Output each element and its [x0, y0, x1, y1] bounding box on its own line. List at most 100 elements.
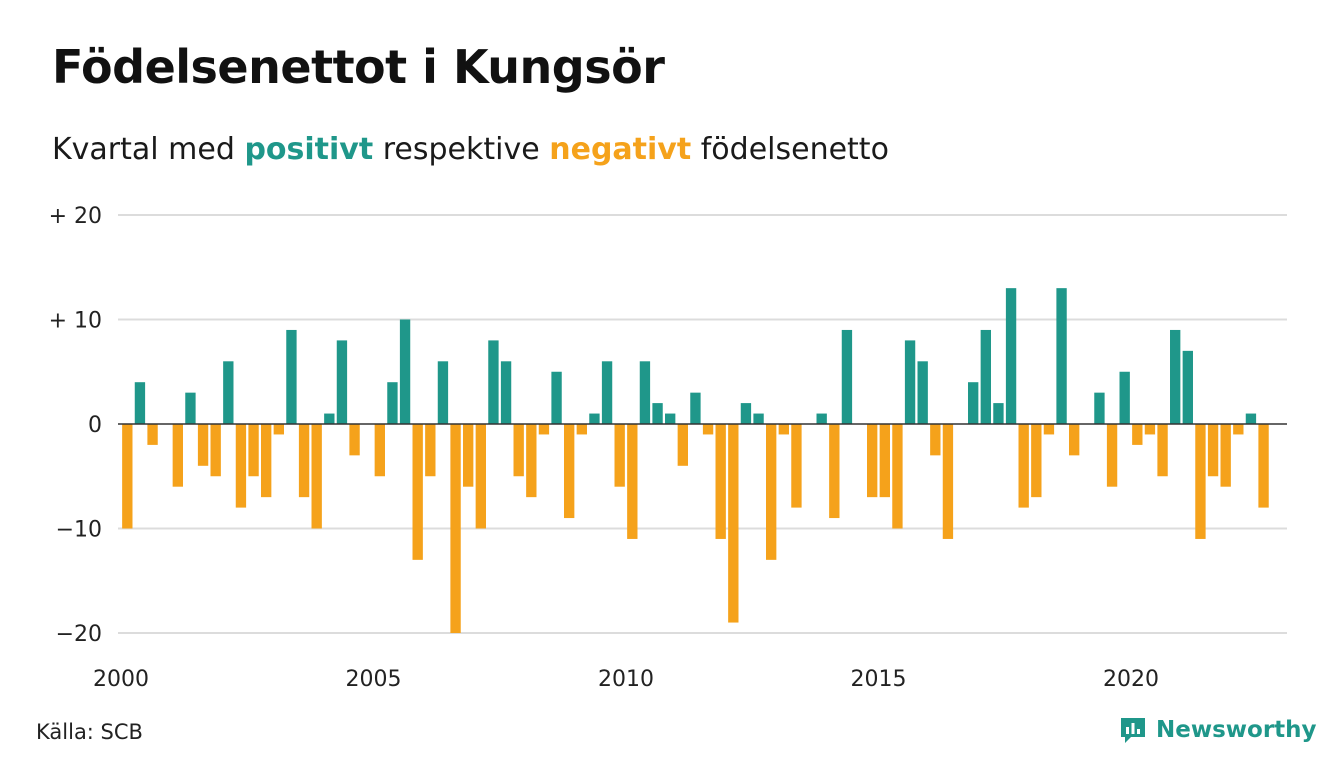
bar [867, 424, 878, 498]
subtitle-suffix: födelsenetto [700, 132, 889, 167]
bar [450, 424, 461, 633]
axes: + 20 + 10 0 −10 −20 2000 2005 2010 2015 2020 [49, 204, 1287, 692]
bar [248, 424, 259, 477]
bar [311, 424, 322, 529]
bar [387, 382, 398, 424]
brand-logo[interactable]: Newsworthy [1118, 715, 1317, 745]
bar [437, 361, 449, 424]
bar [1031, 424, 1042, 498]
bar [147, 424, 158, 445]
source-note: Källa: SCB [36, 720, 143, 744]
subtitle-positive-word: positivt [244, 132, 374, 167]
bar [500, 361, 512, 424]
bar [172, 424, 183, 487]
bar [665, 413, 676, 424]
newsworthy-logo-icon [1121, 718, 1145, 743]
bar [1170, 329, 1181, 424]
bar [425, 424, 436, 477]
bar [513, 424, 524, 477]
bar [715, 424, 726, 539]
bar [475, 424, 486, 529]
subtitle-negative-word: negativt [549, 132, 692, 167]
y-tick-label: + 10 [49, 309, 102, 334]
x-tick-label: 2000 [93, 667, 149, 692]
bar [892, 424, 903, 529]
bar [1233, 424, 1244, 435]
bar [993, 403, 1004, 424]
y-tick-label: −10 [56, 518, 102, 543]
y-tick-label: + 20 [49, 204, 102, 229]
chart-subtitle: Kvartal med positivt respektive negativt… [52, 132, 889, 167]
bar [1182, 350, 1193, 424]
bar [930, 424, 941, 456]
y-tick-label: −20 [56, 622, 102, 647]
bar [639, 361, 651, 424]
bar [1043, 424, 1055, 435]
bar [778, 424, 789, 435]
bar [122, 424, 133, 529]
bar [1207, 424, 1219, 477]
bar [702, 424, 714, 435]
bar [879, 424, 890, 498]
bar [816, 413, 827, 424]
bar [1106, 424, 1118, 487]
bar [551, 371, 562, 424]
bar [273, 424, 284, 435]
y-tick-label: 0 [88, 413, 102, 438]
x-tick-label: 2010 [598, 667, 654, 692]
bar [1157, 424, 1168, 477]
bar [677, 424, 688, 466]
bar [223, 361, 234, 424]
bar [1069, 424, 1080, 456]
bar [185, 392, 196, 424]
bar [728, 424, 739, 623]
bar [1094, 392, 1105, 424]
bar [753, 413, 764, 424]
bar [564, 424, 575, 519]
bar [210, 424, 221, 477]
bar [399, 319, 411, 424]
bar [904, 340, 916, 424]
bar [601, 361, 613, 424]
bar [336, 340, 348, 424]
bar [1195, 424, 1206, 539]
bars [122, 288, 1269, 633]
bar [980, 329, 991, 424]
bar [134, 382, 146, 424]
bar [690, 392, 701, 424]
bar [652, 403, 663, 424]
brand-name: Newsworthy [1156, 717, 1317, 743]
bar [740, 403, 752, 424]
bar [463, 424, 474, 487]
bar [841, 329, 853, 424]
bar [829, 424, 840, 519]
bar [791, 424, 802, 508]
bar [942, 424, 954, 539]
bar [627, 424, 638, 539]
bar [1005, 288, 1017, 424]
bar [261, 424, 272, 498]
bar [324, 413, 335, 424]
bar [766, 424, 777, 560]
bar [1018, 424, 1029, 508]
bar [968, 382, 979, 424]
bar [576, 424, 587, 435]
bar [526, 424, 537, 498]
x-tick-label: 2005 [346, 667, 402, 692]
bar [349, 424, 360, 456]
bar [298, 424, 310, 498]
subtitle-prefix: Kvartal med [52, 132, 235, 167]
bar [538, 424, 550, 435]
bar [1056, 288, 1067, 424]
bar [1144, 424, 1156, 435]
bar [917, 361, 928, 424]
bar [1132, 424, 1143, 445]
bar [412, 424, 423, 560]
bar [374, 424, 385, 477]
bar [1258, 424, 1269, 508]
x-tick-label: 2020 [1103, 667, 1159, 692]
bar [197, 424, 209, 466]
bar [1220, 424, 1231, 487]
chart-title: Födelsenettot i Kungsör [52, 40, 665, 94]
